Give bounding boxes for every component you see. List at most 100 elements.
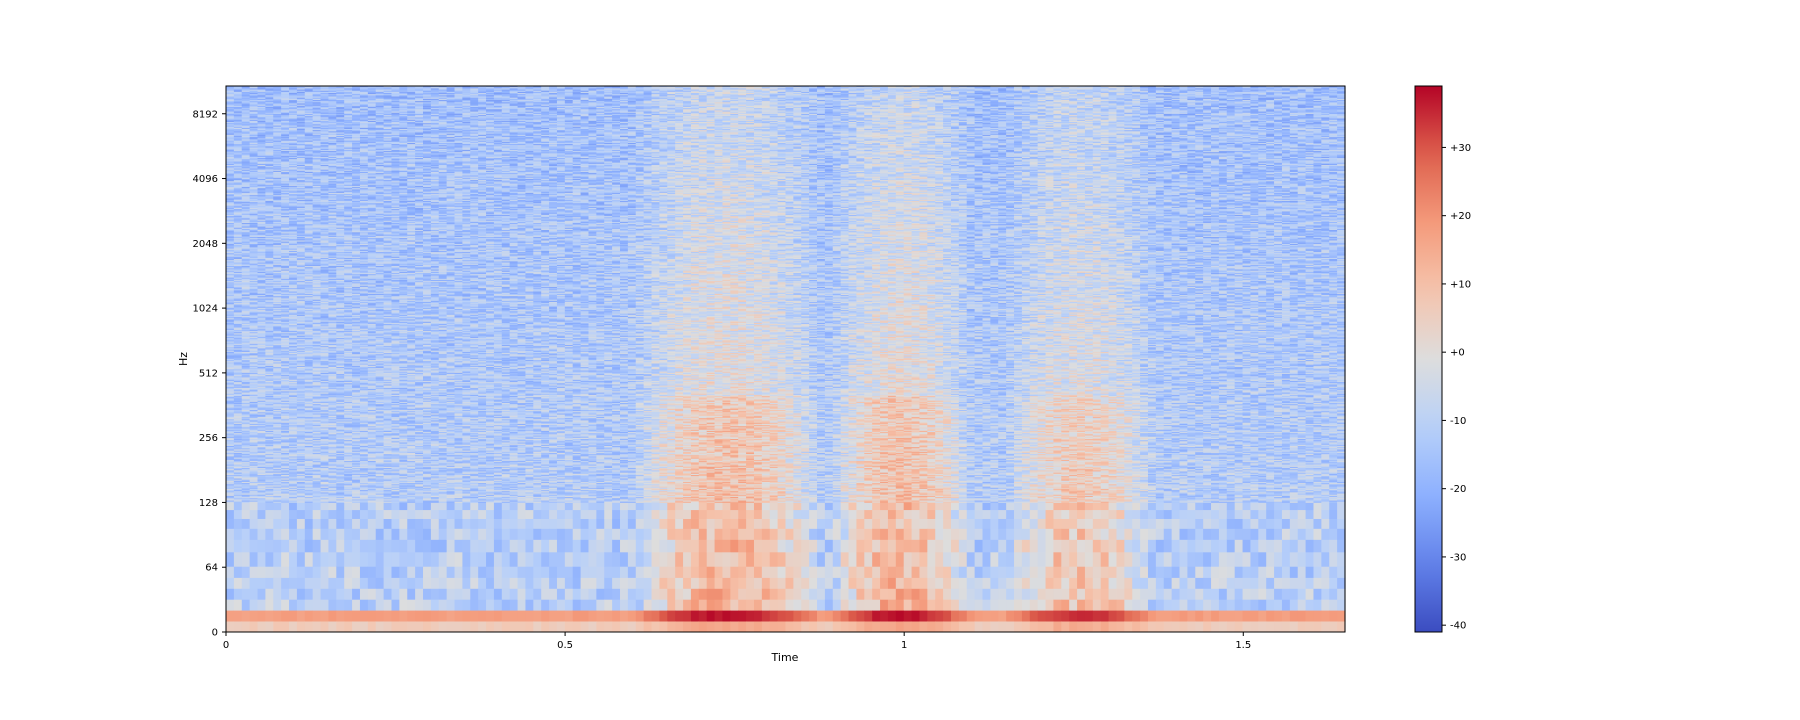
heatmap-cell (258, 539, 266, 552)
heatmap-cell (265, 577, 273, 588)
heatmap-cell (226, 610, 234, 621)
heatmap-cell (250, 519, 258, 529)
heatmap-cell (250, 552, 258, 567)
heatmap-cell (250, 577, 258, 588)
heatmap-cell (273, 539, 281, 552)
heatmap-cell (289, 566, 297, 578)
heatmap-cell (281, 528, 289, 539)
heatmap-cell (281, 552, 289, 567)
heatmap-cell (226, 519, 234, 529)
heatmap-cell (265, 528, 273, 539)
heatmap-cell (242, 502, 250, 510)
heatmap-cell (265, 519, 273, 529)
heatmap-cell (234, 552, 242, 567)
heatmap-cell (289, 599, 297, 610)
heatmap-cell (289, 510, 297, 519)
heatmap-cell (273, 510, 281, 519)
heatmap-cell (265, 610, 273, 621)
heatmap-cell (273, 552, 281, 567)
heatmap-cell (234, 539, 242, 552)
heatmap-cell (250, 566, 258, 578)
heatmap-cell (226, 588, 234, 599)
heatmap-cell (289, 539, 297, 552)
heatmap-cell (234, 502, 242, 510)
heatmap-cell (289, 577, 297, 588)
heatmap-cell (234, 566, 242, 578)
heatmap-cell (242, 599, 250, 610)
heatmap-cell (258, 502, 266, 510)
heatmap-cell (234, 577, 242, 588)
heatmap-cell (226, 621, 234, 632)
heatmap-cell (242, 588, 250, 599)
heatmap-cell (250, 502, 258, 510)
heatmap-cell (273, 610, 281, 621)
heatmap-cell (281, 519, 289, 529)
heatmap-cell (273, 566, 281, 578)
heatmap-cell (273, 502, 281, 510)
heatmap-cell (250, 588, 258, 599)
heatmap-cell (226, 528, 234, 539)
heatmap-cell (281, 566, 289, 578)
heatmap-cell (289, 528, 297, 539)
heatmap-cell (226, 552, 234, 567)
heatmap-cell (234, 510, 242, 519)
heatmap-cell (265, 588, 273, 599)
heatmap-cell (265, 599, 273, 610)
heatmap-cell (242, 519, 250, 529)
heatmap-cell (289, 519, 297, 529)
heatmap-cell (250, 539, 258, 552)
heatmap-cell (289, 610, 297, 621)
heatmap-cell (289, 621, 297, 632)
heatmap-cell (265, 621, 273, 632)
heatmap-cell (250, 610, 258, 621)
heatmap-cell (242, 552, 250, 567)
heatmap-cell (281, 610, 289, 621)
heatmap-cell (273, 599, 281, 610)
heatmap-cell (242, 566, 250, 578)
heatmap-cell (250, 528, 258, 539)
heatmap-cell (226, 502, 234, 510)
heatmap-cell (281, 502, 289, 510)
heatmap-cell (242, 510, 250, 519)
heatmap-cell (281, 599, 289, 610)
heatmap-cell (265, 510, 273, 519)
heatmap-cell (250, 510, 258, 519)
heatmap-cell (242, 621, 250, 632)
heatmap-cell (250, 621, 258, 632)
heatmap-cell (234, 528, 242, 539)
heatmap-cell (258, 510, 266, 519)
heatmap-cell (234, 621, 242, 632)
heatmap-cell (273, 621, 281, 632)
heatmap-cell (242, 528, 250, 539)
heatmap-cell (234, 599, 242, 610)
spectrogram-heatmap (226, 86, 1346, 632)
heatmap-cell (273, 577, 281, 588)
heatmap-cell (226, 577, 234, 588)
heatmap-cell (273, 519, 281, 529)
heatmap-cell (258, 621, 266, 632)
heatmap-cell (281, 577, 289, 588)
heatmap-cell (258, 610, 266, 621)
heatmap-cell (273, 588, 281, 599)
heatmap-cell (242, 610, 250, 621)
heatmap-cell (234, 610, 242, 621)
heatmap-cell (226, 510, 234, 519)
heatmap-cell (273, 528, 281, 539)
heatmap-cell (281, 539, 289, 552)
heatmap-cell (265, 566, 273, 578)
heatmap-cell (258, 552, 266, 567)
heatmap-cell (258, 588, 266, 599)
heatmap-cell (289, 552, 297, 567)
heatmap-cell (258, 599, 266, 610)
heatmap-cell (281, 621, 289, 632)
heatmap-cell (289, 588, 297, 599)
heatmap-cell (258, 519, 266, 529)
heatmap-cell (250, 599, 258, 610)
heatmap-cell (242, 577, 250, 588)
heatmap-cell (234, 588, 242, 599)
heatmap-cell (281, 510, 289, 519)
heatmap-cell (226, 539, 234, 552)
heatmap-cell (265, 552, 273, 567)
heatmap-cell (234, 519, 242, 529)
